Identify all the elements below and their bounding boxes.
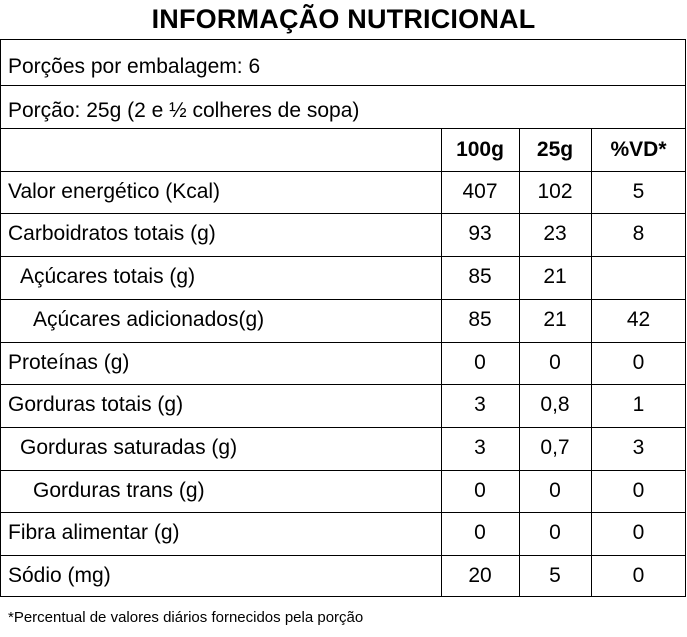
nutrient-value-v25: 21 [543, 307, 567, 331]
nutrient-value-vd: 3 [632, 435, 645, 459]
nutrient-value-v25: 102 [537, 179, 573, 203]
nutrient-value-v100: 3 [474, 435, 486, 459]
divider [0, 426, 686, 428]
nutrient-value-vd [591, 256, 686, 298]
nutrient-label: Proteínas (g) [8, 350, 130, 374]
nutrient-value-v25: 0 [549, 478, 561, 502]
nutrient-label: Fibra alimentar (g) [8, 521, 180, 545]
divider [0, 170, 686, 172]
nutrient-label: Gorduras totais (g) [8, 393, 184, 417]
divider [0, 469, 686, 471]
nutrient-value-vd: 42 [626, 307, 651, 331]
nutrient-value-vd: 1 [632, 393, 645, 417]
serving-size: Porção: 25g (2 e ½ colheres de sopa) [8, 99, 360, 122]
nutrient-value-v25: 0 [549, 521, 561, 545]
divider [0, 384, 686, 386]
nutrient-value-v25: 5 [549, 564, 561, 587]
divider [0, 298, 686, 300]
nutrient-value-v25: 21 [543, 265, 567, 289]
column-header: 25g [536, 138, 574, 161]
divider [0, 341, 686, 343]
table-title: INFORMAÇÃO NUTRICIONAL [151, 4, 536, 34]
divider [0, 512, 686, 514]
nutrient-value-vd: 0 [632, 564, 645, 587]
nutrient-value-v100: 0 [474, 521, 486, 545]
column-header: 100g [456, 138, 504, 161]
servings-per-package: Porções por embalagem: 6 [8, 55, 261, 78]
column-divider [591, 128, 592, 597]
divider [0, 128, 686, 129]
nutrient-value-v100: 3 [474, 393, 486, 417]
nutrient-label: Gorduras saturadas (g) [20, 435, 238, 459]
nutrient-value-vd: 8 [632, 222, 645, 246]
nutrient-value-vd: 0 [632, 521, 645, 545]
nutrient-value-v25: 0 [549, 350, 561, 374]
nutrient-label: Gorduras trans (g) [33, 478, 205, 502]
nutrient-value-v100: 0 [474, 478, 486, 502]
divider [0, 555, 686, 556]
column-divider [519, 128, 520, 597]
divider [0, 85, 686, 86]
nutrition-table [0, 39, 686, 597]
nutrient-label: Carboidratos totais (g) [8, 222, 216, 246]
nutrient-value-vd: 0 [632, 350, 645, 374]
nutrient-label: Açúcares totais (g) [20, 265, 196, 289]
nutrient-label: Açúcares adicionados(g) [33, 307, 265, 331]
nutrient-value-v100: 85 [468, 265, 492, 289]
nutrient-value-v100: 0 [474, 350, 486, 374]
nutrient-value-v100: 85 [468, 307, 492, 331]
nutrient-value-v100: 20 [468, 564, 492, 587]
column-header: %VD* [610, 138, 667, 161]
nutrient-value-vd: 5 [632, 179, 645, 203]
nutrient-value-vd: 0 [632, 478, 645, 502]
column-divider [441, 128, 442, 597]
divider [0, 256, 686, 258]
footnote: *Percentual de valores diários fornecido… [8, 609, 364, 626]
nutrient-label: Sódio (mg) [8, 564, 111, 587]
nutrient-value-v100: 407 [462, 179, 498, 203]
nutrient-value-v100: 93 [468, 222, 492, 246]
nutrient-value-v25: 0,8 [540, 393, 570, 417]
divider [0, 213, 686, 215]
nutrient-label: Valor energético (Kcal) [8, 179, 221, 203]
nutrient-value-v25: 23 [543, 222, 567, 246]
nutrient-value-v25: 0,7 [540, 435, 570, 459]
